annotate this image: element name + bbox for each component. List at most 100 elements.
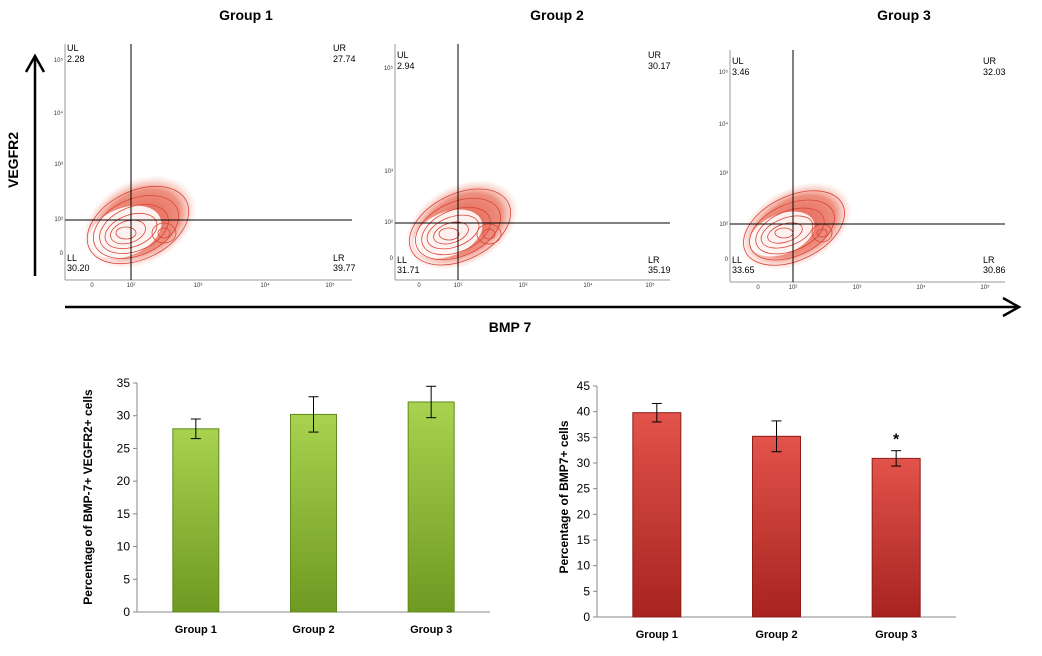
quadrant-lr-name: LR (333, 253, 345, 263)
y-tick: 0 (725, 257, 729, 263)
contour-density-plot (740, 182, 852, 270)
y-tick-label: 25 (117, 441, 131, 455)
contour-density-plot (405, 179, 519, 271)
x-tick: 10⁴ (916, 284, 926, 291)
flow-y-axis-arrow (24, 53, 46, 276)
x-tick: 10³ (519, 283, 528, 289)
quadrant-lr-value: 30.86 (983, 265, 1006, 275)
y-tick-label: 10 (117, 540, 131, 554)
quadrant-ll-name: LL (67, 253, 77, 263)
flow-y-axis-label: VEGFR2 (5, 132, 21, 188)
quadrant-lr-name: LR (648, 255, 660, 265)
quadrant-ur-name: UR (333, 43, 346, 53)
quadrant-ul-value: 3.46 (732, 67, 750, 77)
y-tick: 10⁵ (384, 65, 394, 72)
quadrant-ur-value: 32.03 (983, 67, 1006, 77)
y-tick: 10⁴ (719, 121, 729, 128)
y-tick-label: 30 (577, 456, 591, 470)
quadrant-ll-name: LL (397, 255, 407, 265)
bar (407, 401, 455, 613)
x-tick: 10² (454, 283, 463, 289)
y-tick-label: 0 (123, 605, 130, 619)
y-axis-label: Percentage of BMP7+ cells (557, 420, 571, 573)
bar (752, 435, 801, 618)
x-tick: 10⁵ (980, 284, 990, 291)
y-tick-label: 15 (117, 507, 131, 521)
y-tick-label: 35 (577, 430, 591, 444)
quadrant-lr-value: 39.77 (333, 263, 356, 273)
bar (290, 413, 337, 613)
y-tick-label: 25 (577, 482, 591, 496)
y-tick: 10³ (719, 171, 728, 177)
bar-chart-bmp7-vegfr2: 0 5 10 15 20 25 30 35 Group 1 Group 2 Group 3 Perce… (81, 376, 490, 636)
y-tick-label: 45 (577, 379, 591, 393)
quadrant-ll-name: LL (732, 255, 742, 265)
y-tick: 10⁵ (54, 57, 64, 64)
quadrant-ur-value: 27.74 (333, 54, 356, 64)
y-tick-label: 5 (583, 584, 590, 598)
bar (172, 428, 220, 613)
y-tick: 10³ (54, 162, 63, 168)
x-tick: 10² (127, 283, 136, 289)
x-tick: 10⁴ (260, 282, 270, 289)
x-tick: 0 (417, 283, 421, 289)
category-label: Group 3 (410, 624, 452, 636)
significance-marker: * (893, 432, 900, 449)
bar (871, 457, 921, 618)
quadrant-ll-value: 33.65 (732, 265, 755, 275)
bar-chart-bmp7: 0 5 10 15 20 25 30 35 40 45 Group 1 Group 2 Group 3 *… (557, 379, 956, 641)
quadrant-ul-name: UL (67, 43, 79, 53)
y-tick: 10⁴ (54, 110, 64, 117)
panel-title: Group 2 (530, 7, 584, 23)
quadrant-ur-value: 30.17 (648, 61, 671, 71)
x-tick: 10⁵ (325, 282, 335, 289)
y-tick-label: 0 (583, 610, 590, 624)
y-tick-label: 5 (123, 572, 130, 586)
flow-panel-1: Group 1 UL 2.28 UR 27.74 LL 30.20 LR 3 (54, 7, 356, 289)
y-tick-label: 30 (117, 409, 131, 423)
quadrant-ll-value: 31.71 (397, 265, 420, 275)
y-tick: 10⁵ (719, 69, 729, 76)
quadrant-ur-name: UR (648, 50, 661, 60)
quadrant-lr-value: 35.19 (648, 265, 671, 275)
flow-x-axis-label: BMP 7 (489, 319, 532, 335)
contour-density-plot (83, 175, 197, 269)
quadrant-lr-name: LR (983, 255, 995, 265)
category-label: Group 2 (755, 629, 797, 641)
quadrant-ul-name: UL (732, 56, 744, 66)
y-tick: 10³ (384, 169, 393, 175)
y-tick: 0 (390, 256, 394, 262)
y-tick: 0 (60, 251, 64, 257)
y-tick: 10² (54, 217, 63, 223)
y-tick: 10² (719, 222, 728, 228)
y-tick-label: 20 (117, 474, 131, 488)
x-tick: 10⁵ (645, 282, 655, 289)
y-tick-label: 35 (117, 376, 131, 390)
category-label: Group 1 (636, 629, 678, 641)
x-tick: 10³ (853, 285, 862, 291)
y-tick-label: 10 (577, 559, 591, 573)
panel-title: Group 3 (877, 7, 931, 23)
category-label: Group 3 (875, 629, 917, 641)
bar (632, 412, 682, 618)
x-tick: 0 (90, 283, 94, 289)
x-tick: 10² (789, 285, 798, 291)
y-tick-label: 20 (577, 507, 591, 521)
quadrant-ul-name: UL (397, 50, 409, 60)
x-tick: 10⁴ (583, 282, 593, 289)
panel-title: Group 1 (219, 7, 273, 23)
x-tick: 10³ (194, 283, 203, 289)
flow-panel-2: Group 2 UL 2.94 UR 30.17 LL 31.71 LR 3 (384, 7, 671, 289)
y-tick-label: 15 (577, 533, 591, 547)
category-label: Group 2 (292, 624, 334, 636)
quadrant-ur-name: UR (983, 56, 996, 66)
flow-panel-3: Group 3 UL 3.46 UR 32.03 LL 33.65 LR 3 (719, 7, 1006, 291)
y-tick: 10² (384, 220, 393, 226)
flow-x-axis-arrow (65, 296, 1022, 318)
quadrant-ul-value: 2.94 (397, 61, 415, 71)
category-label: Group 1 (175, 624, 217, 636)
y-tick-label: 40 (577, 405, 591, 419)
x-tick: 0 (756, 285, 760, 291)
quadrant-ll-value: 30.20 (67, 263, 90, 273)
